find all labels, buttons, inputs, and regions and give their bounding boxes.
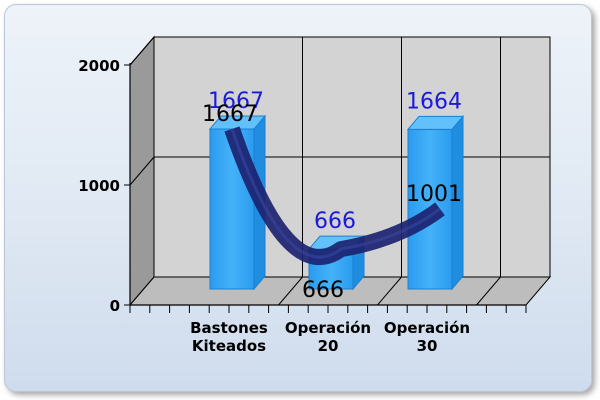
category-label-line: Kiteados bbox=[192, 337, 266, 355]
gridline-floor bbox=[278, 276, 303, 306]
category-label: Operación 20 bbox=[285, 319, 371, 355]
category-label: Bastones Kiteados bbox=[190, 319, 268, 355]
trend-line bbox=[224, 126, 445, 266]
line-value-label: 1001 bbox=[406, 182, 462, 207]
data-labels: 1667 666 1664 1667 666 1001 bbox=[202, 89, 462, 303]
category-label: Operación 30 bbox=[384, 319, 470, 355]
y-tick-label: 2000 bbox=[78, 57, 120, 75]
gridline-side bbox=[129, 156, 155, 186]
category-label-line: Operación bbox=[285, 319, 371, 337]
category-label-line: 30 bbox=[417, 337, 438, 355]
trend-line-highlight bbox=[230, 128, 441, 259]
line-value-label: 1667 bbox=[202, 102, 258, 127]
gridline-floor bbox=[377, 276, 402, 306]
category-label-line: 20 bbox=[318, 337, 339, 355]
category-label-line: Operación bbox=[384, 319, 470, 337]
y-tick-label: 1000 bbox=[78, 177, 120, 195]
bar-value-label: 1664 bbox=[406, 89, 462, 114]
gridline-floor bbox=[476, 276, 501, 306]
category-label-line: Bastones bbox=[190, 319, 268, 337]
bar-top bbox=[406, 115, 465, 130]
bar-value-label: 666 bbox=[314, 209, 356, 234]
bar-value-label: 1667 bbox=[208, 89, 264, 114]
gridline-side bbox=[129, 36, 155, 66]
y-tick-label: 0 bbox=[110, 297, 120, 315]
line-value-label: 666 bbox=[302, 278, 344, 303]
